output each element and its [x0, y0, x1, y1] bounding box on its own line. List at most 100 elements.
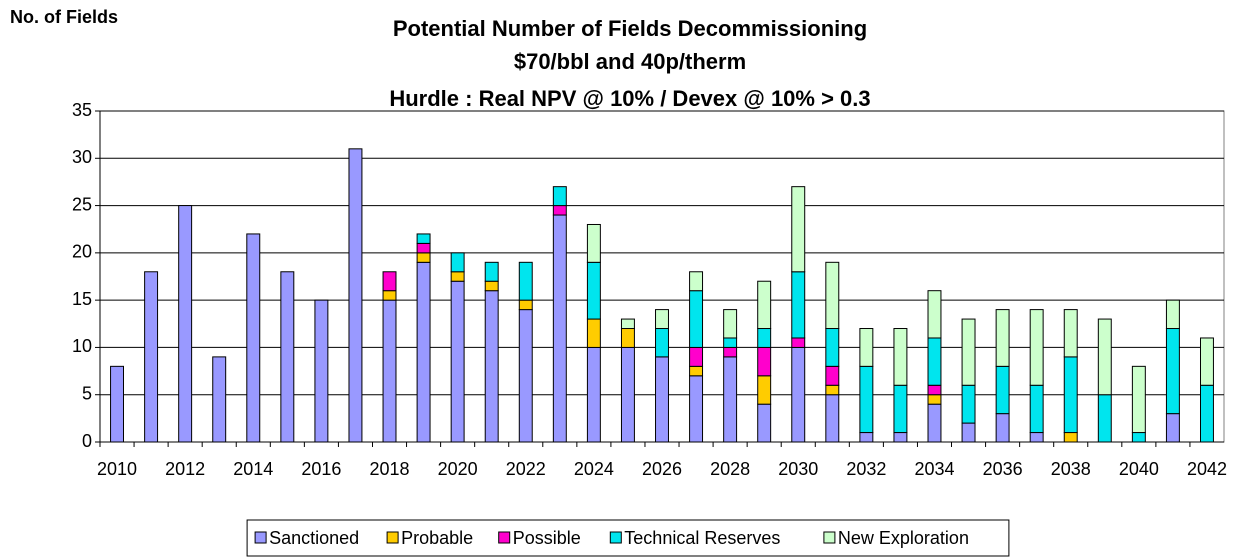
bar-segment: [961, 384, 976, 424]
bar-segment: [450, 271, 465, 282]
y-tick-label: 20: [72, 242, 92, 262]
bar-segment: [689, 375, 704, 443]
bar-segment: [825, 365, 840, 386]
x-tick-label: 2042: [1187, 459, 1227, 479]
bar-segment: [723, 346, 738, 358]
bar-segment: [382, 290, 397, 301]
y-tick-label: 35: [72, 100, 92, 120]
bar-segment: [655, 356, 669, 443]
y-tick-label: 30: [72, 147, 92, 167]
bar-segment: [450, 280, 465, 443]
bar-segment: [484, 280, 499, 292]
bar-segment: [246, 233, 261, 443]
bar-segment: [518, 261, 533, 301]
bar-segment: [586, 223, 601, 263]
x-tick-label: 2030: [778, 459, 818, 479]
bar-segment: [1131, 432, 1146, 443]
bar-segment: [314, 299, 329, 443]
y-tick-label: 0: [82, 431, 92, 451]
bar-segment: [416, 261, 431, 443]
bar-segment: [689, 346, 704, 367]
bar-segment: [757, 346, 772, 377]
bar-segment: [825, 261, 840, 330]
bar-segment: [791, 186, 806, 273]
x-tick-label: 2020: [438, 459, 478, 479]
bar-segment: [586, 261, 601, 320]
bar-segment: [859, 432, 874, 443]
bar-segment: [552, 186, 567, 207]
bar-segment: [825, 328, 840, 367]
x-tick-label: 2018: [369, 459, 409, 479]
y-tick-label: 5: [82, 383, 92, 403]
bar-segment: [552, 214, 567, 443]
bar-segment: [961, 422, 976, 443]
x-tick-label: 2024: [574, 459, 614, 479]
bar-segment: [757, 328, 772, 348]
chart-subtitle: Hurdle : Real NPV @ 10% / Devex @ 10% > …: [389, 86, 870, 111]
bar-segment: [1199, 384, 1214, 443]
bar-segment: [586, 318, 601, 348]
bar-segment: [416, 242, 431, 254]
x-tick-label: 2016: [301, 459, 341, 479]
bar-segment: [1063, 356, 1078, 434]
bar-segment: [1131, 365, 1146, 434]
bar-segment: [586, 346, 601, 443]
bar-segment: [995, 309, 1010, 367]
x-tick-label: 2038: [1051, 459, 1091, 479]
bar-segment: [110, 365, 125, 443]
bar-segment: [757, 403, 772, 443]
bar-segment: [723, 337, 738, 348]
bar-segment: [1063, 432, 1078, 443]
x-tick-label: 2036: [983, 459, 1023, 479]
bar-segment: [450, 252, 465, 273]
x-tick-label: 2012: [165, 459, 205, 479]
bar-segment: [723, 356, 738, 443]
bar-segment: [484, 261, 499, 282]
bar-segment: [927, 403, 942, 443]
legend-label: Possible: [513, 528, 581, 548]
chart-title: Potential Number of Fields Decommissioni…: [393, 16, 867, 41]
legend-swatch: [254, 531, 267, 544]
legend-swatch: [609, 531, 622, 544]
bar-segment: [689, 271, 704, 292]
legend-label: Sanctioned: [269, 528, 359, 548]
x-tick-label: 2034: [914, 459, 954, 479]
bar-segment: [1029, 384, 1044, 434]
bar-segment: [655, 328, 669, 358]
bar-segment: [927, 384, 942, 396]
bar-segment: [1199, 337, 1214, 386]
bar-segment: [1063, 309, 1078, 358]
bar-segment: [893, 328, 908, 386]
bar-segment: [961, 318, 976, 386]
x-tick-label: 2010: [97, 459, 137, 479]
bar-segment: [757, 280, 772, 330]
bar-segment: [689, 290, 704, 348]
y-tick-label: 25: [72, 194, 92, 214]
bar-segment: [382, 299, 397, 443]
bar-segment: [723, 309, 738, 339]
bar-segment: [859, 328, 874, 367]
bar-segment: [927, 394, 942, 405]
bar-segment: [1165, 413, 1180, 443]
y-tick-label: 10: [72, 336, 92, 356]
bar-segment: [212, 356, 227, 443]
bar-segment: [382, 271, 397, 292]
bar-segment: [518, 299, 533, 311]
x-tick-label: 2026: [642, 459, 682, 479]
bar-segment: [1165, 328, 1180, 415]
legend-label: Probable: [401, 528, 473, 548]
bar-segment: [757, 375, 772, 405]
bar-segment: [927, 290, 942, 339]
bar-segment: [689, 365, 704, 377]
bar-segment: [620, 346, 635, 443]
legend-label: Technical Reserves: [624, 528, 780, 548]
bar-segment: [1097, 318, 1112, 396]
legend-swatch: [386, 531, 399, 544]
bar-segment: [280, 271, 295, 443]
legend-label: New Exploration: [838, 528, 969, 548]
bar-segment: [620, 328, 635, 348]
bar-segment: [995, 413, 1010, 443]
bar-segment: [825, 384, 840, 396]
bar-segment: [348, 148, 363, 443]
